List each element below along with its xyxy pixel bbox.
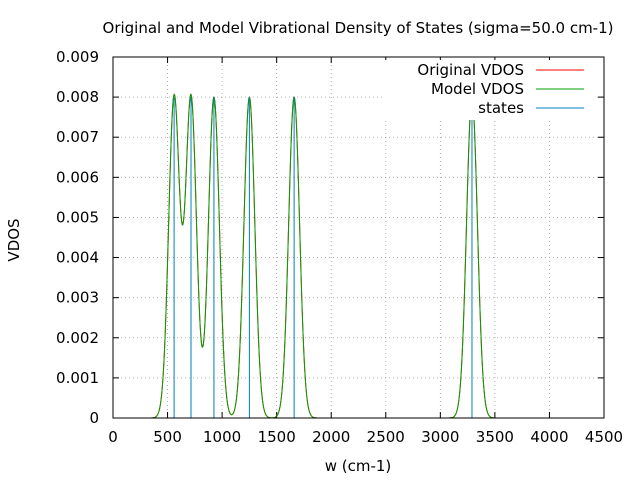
- y-tick-label: 0.002: [56, 329, 99, 347]
- x-tick-label: 0: [108, 428, 118, 446]
- model-vdos-line: [113, 93, 604, 419]
- chart-title: Original and Model Vibrational Density o…: [103, 19, 614, 37]
- legend-label: Model VDOS: [431, 80, 524, 98]
- y-tick-label: 0.003: [56, 289, 99, 307]
- plot-frame: [112, 56, 605, 419]
- y-tick-label: 0.001: [56, 369, 99, 387]
- legend-label: Original VDOS: [417, 61, 524, 79]
- y-tick-label: 0.006: [56, 168, 99, 186]
- x-tick-label: 3500: [476, 428, 514, 446]
- y-tick-label: 0.007: [56, 128, 99, 146]
- x-tick-label: 1500: [258, 428, 296, 446]
- original-vdos-line: [113, 93, 604, 419]
- y-tick-label: 0.008: [56, 88, 99, 106]
- x-tick-label: 500: [153, 428, 182, 446]
- axis-ticks: 0 0.001 0.002 0.003 0.004 0.005 0.006 0.007 0.00…: [56, 48, 623, 446]
- series-layer: [113, 93, 604, 419]
- y-tick-label: 0.009: [56, 48, 99, 66]
- x-tick-label: 2500: [367, 428, 405, 446]
- x-tick-label: 1000: [203, 428, 241, 446]
- y-tick-label: 0: [89, 409, 99, 427]
- y-axis-label: VDOS: [5, 218, 23, 261]
- x-tick-label: 4500: [585, 428, 623, 446]
- x-tick-label: 3000: [421, 428, 459, 446]
- y-tick-label: 0.005: [56, 208, 99, 226]
- x-tick-label: 4000: [530, 428, 568, 446]
- legend-label: states: [478, 99, 524, 117]
- x-tick-label: 2000: [312, 428, 350, 446]
- x-axis-label: w (cm-1): [325, 457, 392, 475]
- y-tick-label: 0.004: [56, 249, 99, 267]
